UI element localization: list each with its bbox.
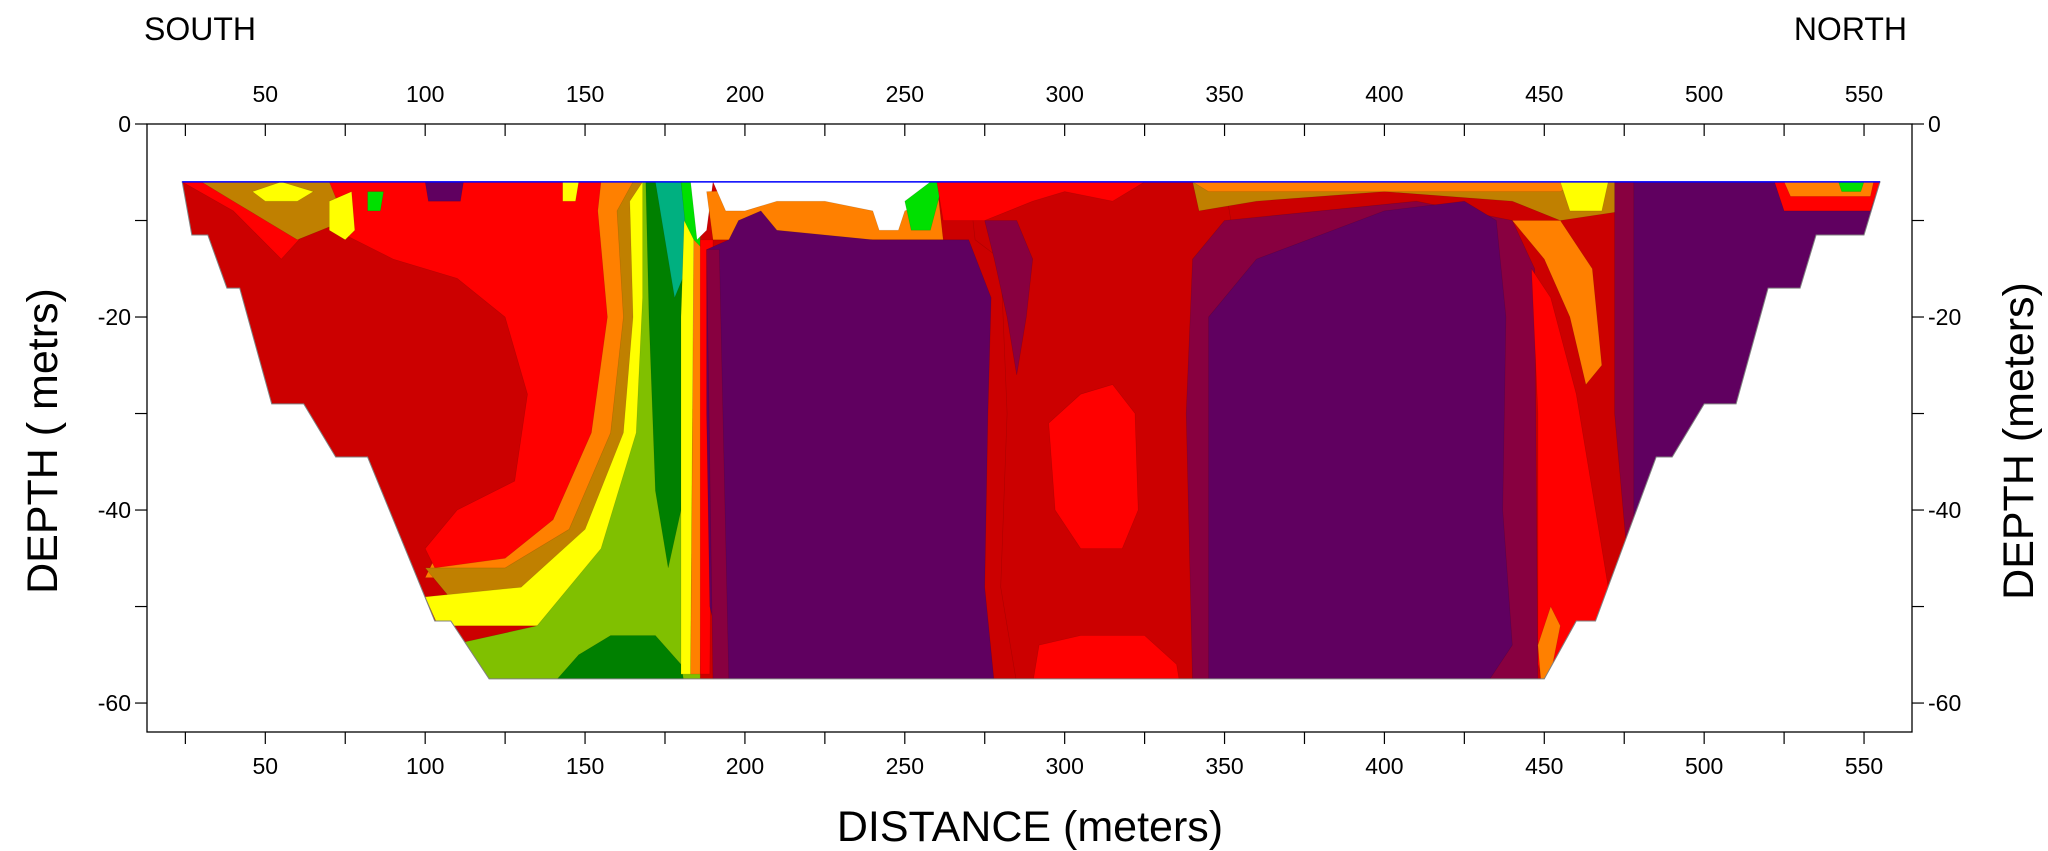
y-tick-label-left: -20 <box>98 304 131 330</box>
contour-region-south-yellow-patch-b <box>328 191 356 241</box>
x-tick-label-bottom: 450 <box>1525 753 1563 779</box>
contour-region-central-red-bottom <box>1032 635 1181 679</box>
x-tick-label-top: 300 <box>1045 81 1083 107</box>
contour-region-south-purple-patch <box>424 181 464 202</box>
x-tick-label-bottom: 150 <box>566 753 604 779</box>
contour-region-north-orange-bottom <box>1537 605 1561 679</box>
contour-region-maroon-fringe-left <box>706 249 730 679</box>
x-tick-label-bottom: 200 <box>726 753 764 779</box>
contour-region-middle-yellow-strip <box>680 220 695 675</box>
y-axis-title-right: DEPTH (meters) <box>1995 282 2043 600</box>
x-tick-label-bottom: 350 <box>1205 753 1243 779</box>
contour-region-left-purple-body <box>706 210 995 679</box>
x-tick-label-bottom: 300 <box>1045 753 1083 779</box>
y-axis-title-left: DEPTH ( metrs) <box>19 288 67 594</box>
x-tick-label-top: 200 <box>726 81 764 107</box>
y-tick-label-right: -20 <box>1928 304 1961 330</box>
y-tick-label-left: -40 <box>98 497 131 523</box>
axes: 50 50 100 100 150 150 200 200 250 250 300 300 350 350… <box>98 81 1962 779</box>
x-tick-label-bottom: 250 <box>886 753 924 779</box>
x-tick-label-bottom: 400 <box>1365 753 1403 779</box>
y-tick-label-right: -60 <box>1928 690 1961 716</box>
north-label: NORTH <box>1794 11 1907 47</box>
contour-region-yellow-green-zone <box>450 181 701 679</box>
contour-region-right-top-orange <box>1191 181 1578 192</box>
x-tick-label-bottom: 50 <box>253 753 279 779</box>
x-tick-label-top: 450 <box>1525 81 1563 107</box>
resistivity-contours <box>182 181 1881 679</box>
contour-region-south-olive-band <box>200 181 346 241</box>
y-tick-label-right: 0 <box>1928 111 1941 137</box>
x-tick-label-top: 500 <box>1685 81 1723 107</box>
x-tick-label-top: 400 <box>1365 81 1403 107</box>
contour-region-north-purple-zone <box>1633 181 1881 679</box>
y-tick-label-left: -60 <box>98 690 131 716</box>
x-tick-label-top: 550 <box>1845 81 1883 107</box>
contour-region-right-purple-body <box>1208 200 1513 679</box>
y-tick-label-right: -40 <box>1928 497 1961 523</box>
x-tick-label-top: 100 <box>406 81 444 107</box>
x-tick-label-bottom: 100 <box>406 753 444 779</box>
contour-region-central-maroon-upper <box>984 220 1034 375</box>
contour-region-dark-green-bottom <box>552 635 685 679</box>
section-outline <box>181 181 1881 680</box>
contour-region-south-yellow-patch-c <box>562 181 580 202</box>
x-tick-label-bottom: 550 <box>1845 753 1883 779</box>
x-tick-label-bottom: 500 <box>1685 753 1723 779</box>
x-tick-label-top: 250 <box>886 81 924 107</box>
contour-region-north-orange-band <box>1511 220 1603 386</box>
contour-region-central-red-lower <box>1048 384 1139 549</box>
plot-area <box>146 123 1913 733</box>
contour-region-right-yellow-patch <box>1559 181 1609 212</box>
x-tick-label-top: 350 <box>1205 81 1243 107</box>
contour-region-south-yellow-patch-a <box>251 181 315 202</box>
x-axis-title: DISTANCE (meters) <box>837 803 1223 851</box>
contour-region-south-green-patch <box>367 191 384 212</box>
contour-region-top-green-fringe <box>904 181 944 231</box>
contour-region-north-top-green <box>1838 181 1865 192</box>
contour-region-central-red-top <box>936 181 1146 221</box>
south-label: SOUTH <box>144 11 256 47</box>
y-tick-label-left: 0 <box>118 111 131 137</box>
plot-frame <box>146 123 1913 733</box>
x-tick-label-top: 50 <box>253 81 279 107</box>
x-tick-label-top: 150 <box>566 81 604 107</box>
